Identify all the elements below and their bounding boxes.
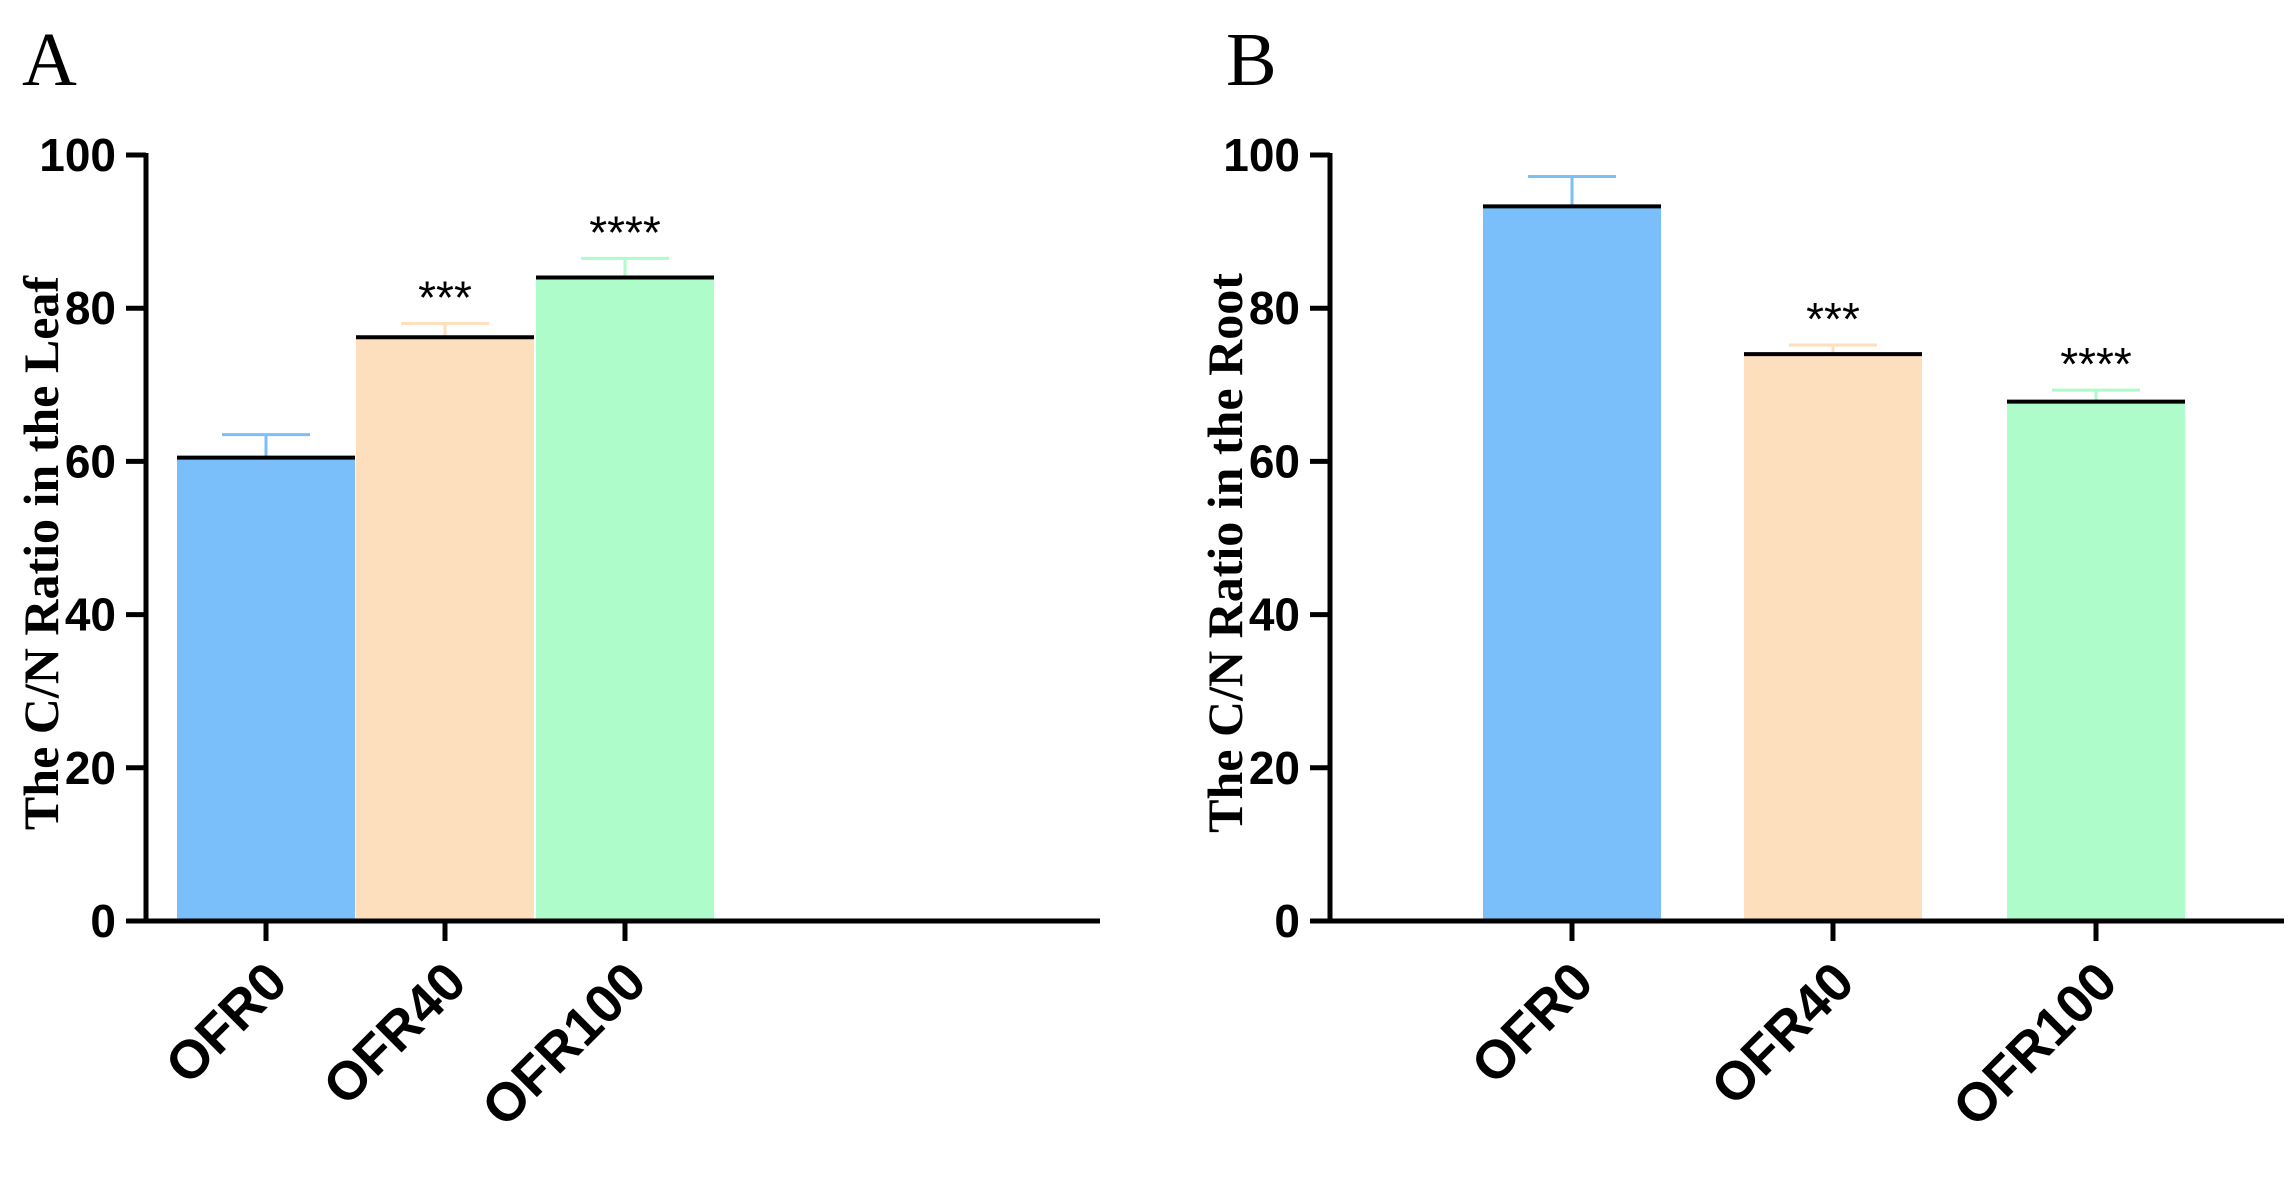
y-tick-label: 60 xyxy=(65,435,116,487)
x-tick-label: OFR0 xyxy=(154,951,298,1095)
y-tick-label: 80 xyxy=(1249,282,1300,334)
y-tick-label: 80 xyxy=(65,282,116,334)
x-tick-label: OFR100 xyxy=(471,951,658,1138)
panel-letter-a: A xyxy=(22,18,77,102)
y-tick-label: 60 xyxy=(1249,435,1300,487)
y-axis-title: The C/N Ratio in the Leaf xyxy=(13,275,69,831)
x-tick-label: OFR40 xyxy=(312,951,478,1117)
y-tick-label: 20 xyxy=(65,742,116,794)
y-axis-title: The C/N Ratio in the Root xyxy=(1197,273,1253,833)
y-tick-label: 100 xyxy=(39,129,116,181)
y-tick-label: 40 xyxy=(1249,589,1300,641)
y-tick-label: 100 xyxy=(1223,129,1300,181)
x-tick-label: OFR0 xyxy=(1460,951,1604,1095)
y-tick-label: 40 xyxy=(65,589,116,641)
bar-ofr100 xyxy=(2007,401,2185,922)
bar-ofr0 xyxy=(1483,206,1661,921)
significance-label: **** xyxy=(2060,338,2132,390)
y-tick-label: 0 xyxy=(1274,895,1300,947)
y-tick-label: 20 xyxy=(1249,742,1300,794)
significance-label: *** xyxy=(418,272,472,324)
bar-ofr40 xyxy=(356,337,534,922)
panel-letter-b: B xyxy=(1226,18,1277,102)
y-tick-label: 0 xyxy=(90,895,116,947)
bar-ofr100 xyxy=(536,277,714,921)
bar-ofr0 xyxy=(177,457,355,921)
significance-label: **** xyxy=(589,206,661,258)
x-tick-label: OFR40 xyxy=(1700,951,1866,1117)
bar-ofr40 xyxy=(1744,354,1922,921)
x-tick-label: OFR100 xyxy=(1942,951,2129,1138)
significance-label: *** xyxy=(1806,293,1860,345)
